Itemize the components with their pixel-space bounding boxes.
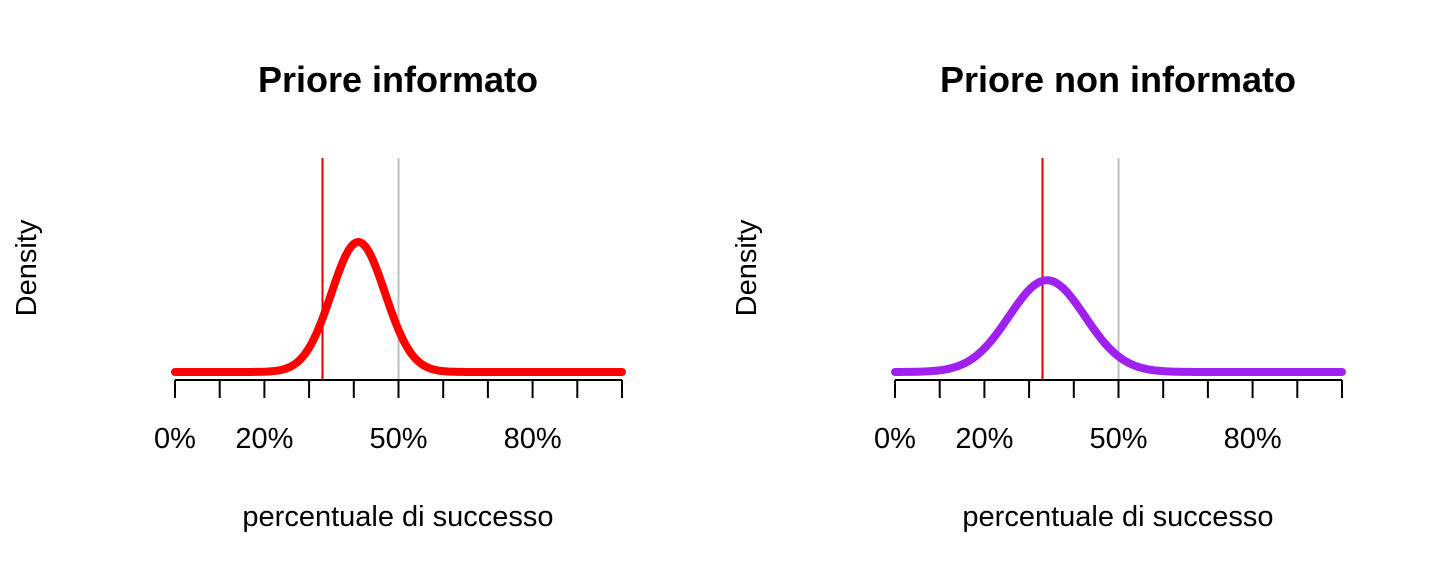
x-axis-label: percentuale di successo (242, 501, 553, 533)
plot-area: 0% 20% 50% 80% (874, 158, 1346, 455)
density-curve (891, 276, 1346, 376)
x-tick-label: 20% (955, 423, 1013, 455)
density-curve (171, 238, 626, 376)
x-tick-label: 0% (154, 423, 196, 455)
y-axis-label: Density (11, 219, 43, 316)
panel-informed: Priore informato Density percentuale di … (11, 59, 626, 533)
x-tick-label: 50% (1089, 423, 1147, 455)
x-tick-label: 80% (504, 423, 562, 455)
x-tick-label: 0% (874, 423, 916, 455)
plot-area: 0% 20% 50% 80% (154, 158, 626, 455)
panel-uninformed: Priore non informato Density percentuale… (731, 59, 1346, 533)
y-axis-label: Density (731, 219, 763, 316)
x-tick-label: 20% (235, 423, 293, 455)
chart-title: Priore informato (258, 59, 538, 100)
x-tick-label: 80% (1224, 423, 1282, 455)
x-tick-label: 50% (369, 423, 427, 455)
x-axis-label: percentuale di successo (962, 501, 1273, 533)
chart-title: Priore non informato (940, 59, 1296, 100)
